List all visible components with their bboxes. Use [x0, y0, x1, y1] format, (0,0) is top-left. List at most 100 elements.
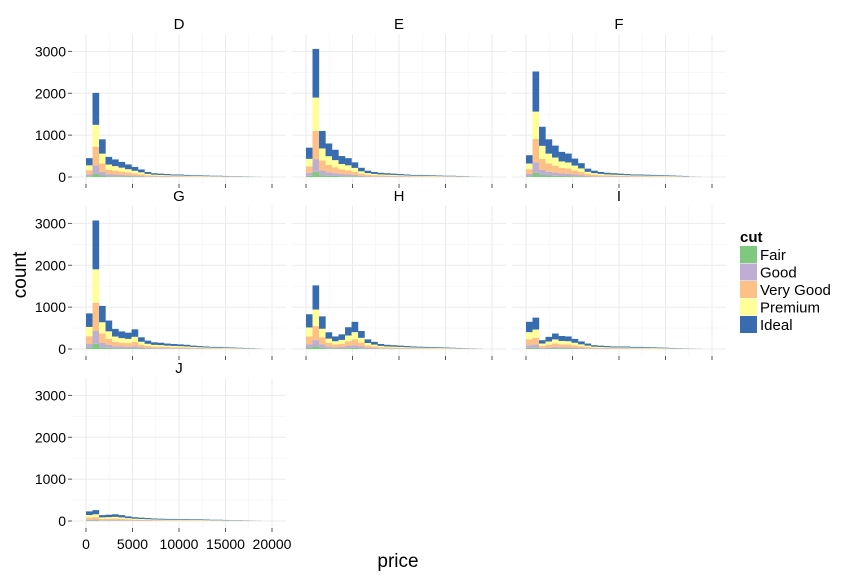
bar-E-bin-3-very-good: [326, 165, 333, 172]
bar-F-bin-3-fair: [546, 175, 553, 177]
bar-E-bin-15-very-good: [404, 176, 411, 177]
bar-G-bin-11-good: [158, 348, 165, 349]
bar-D-bin-14-premium: [177, 175, 184, 176]
bar-I-bin-7-good: [572, 348, 579, 349]
bar-F-bin-0-ideal: [526, 155, 533, 163]
bar-F-bin-0-very-good: [526, 169, 533, 174]
bar-F-bin-4-fair: [552, 176, 559, 177]
bar-E-bin-1-fair: [313, 172, 320, 177]
bar-F-bin-14-premium: [617, 175, 624, 176]
bar-F-bin-11-very-good: [598, 175, 605, 176]
bar-I-bin-13-ideal: [611, 346, 618, 347]
y-tick-label: 3000: [35, 43, 66, 59]
bar-H-bin-17-premium: [417, 348, 424, 349]
bar-E-bin-13-ideal: [391, 174, 398, 175]
bar-G-bin-6-premium: [125, 339, 132, 343]
bar-E-bin-15-ideal: [404, 174, 411, 175]
bar-D-bin-10-ideal: [151, 173, 158, 174]
bar-I-bin-14-very-good: [617, 348, 624, 349]
bar-F-bin-17-very-good: [637, 176, 644, 177]
bar-G-bin-4-ideal: [112, 329, 119, 337]
bar-E-bin-4-ideal: [332, 150, 339, 160]
bar-I-bin-15-very-good: [624, 348, 631, 349]
bar-J-bin-10-ideal: [151, 518, 158, 519]
bar-J-bin-16-ideal: [190, 519, 197, 520]
bar-I-bin-6-very-good: [565, 344, 572, 347]
bar-H-bin-18-ideal: [423, 347, 430, 348]
bar-H-bin-11-very-good: [378, 347, 385, 348]
bar-E-bin-2-ideal: [319, 131, 326, 148]
bar-E-bin-9-good: [365, 176, 372, 177]
bar-E-bin-2-good: [319, 171, 326, 176]
bar-G-bin-13-premium: [171, 346, 178, 347]
bar-F-bin-16-premium: [630, 175, 637, 176]
bar-G-bin-19-ideal: [210, 347, 217, 348]
bar-J-bin-9-premium: [145, 519, 152, 520]
bar-E-bin-7-premium: [352, 168, 359, 172]
bar-I-bin-17-premium: [637, 348, 644, 349]
bar-I-bin-8-premium: [578, 344, 585, 346]
bar-D-bin-5-very-good: [119, 172, 126, 175]
bar-E-bin-8-very-good: [358, 174, 365, 176]
y-tick-label: 1000: [35, 471, 66, 487]
bar-H-bin-7-premium: [352, 332, 359, 339]
bar-D-bin-8-ideal: [138, 169, 145, 172]
bar-F-bin-11-good: [598, 176, 605, 177]
bar-J-bin-4-good: [112, 520, 119, 521]
bar-H-bin-5-very-good: [339, 344, 346, 347]
bar-F-bin-10-premium: [591, 173, 598, 175]
facet-label: H: [394, 188, 405, 205]
bar-G-bin-17-very-good: [197, 348, 204, 349]
bar-G-bin-0-very-good: [86, 336, 93, 344]
bar-I-bin-11-very-good: [598, 348, 605, 349]
bar-E-bin-10-very-good: [371, 175, 378, 176]
bar-E-bin-16-premium: [410, 176, 417, 177]
bar-H-bin-1-fair: [313, 346, 320, 349]
bar-F-bin-15-ideal: [624, 174, 631, 175]
bar-G-bin-1-very-good: [93, 303, 100, 331]
bar-E-bin-6-very-good: [345, 170, 352, 174]
bar-D-bin-3-ideal: [106, 157, 113, 165]
bar-F-bin-6-very-good: [565, 169, 572, 174]
bar-D-bin-6-very-good: [125, 172, 132, 175]
bar-I-bin-17-ideal: [637, 347, 644, 348]
bar-D-bin-3-good: [106, 174, 113, 176]
bar-J-bin-1-very-good: [93, 517, 100, 519]
bar-D-bin-11-ideal: [158, 174, 165, 175]
bar-E-bin-20-ideal: [436, 176, 443, 177]
bar-G-bin-8-very-good: [138, 345, 145, 348]
bar-J-bin-11-ideal: [158, 519, 165, 520]
legend-label: Fair: [760, 247, 786, 264]
bar-I-bin-0-premium: [526, 332, 533, 339]
bar-G-bin-6-very-good: [125, 343, 132, 347]
y-tick-label: 1000: [35, 127, 66, 143]
bar-F-bin-7-fair: [572, 176, 579, 177]
bar-H-bin-10-very-good: [371, 346, 378, 348]
bar-G-bin-0-premium: [86, 327, 93, 336]
bar-J-bin-10-premium: [151, 519, 158, 520]
bar-E-bin-6-fair: [345, 176, 352, 177]
bar-G-bin-7-premium: [132, 337, 139, 342]
bar-D-bin-8-very-good: [138, 174, 145, 176]
bar-F-bin-5-good: [559, 173, 566, 176]
bar-G-bin-11-premium: [158, 345, 165, 347]
y-tick-label: 0: [58, 169, 66, 185]
bar-E-bin-8-good: [358, 176, 365, 177]
bar-H-bin-2-good: [319, 344, 326, 347]
bar-H-bin-8-good: [358, 346, 365, 348]
bar-F-bin-14-very-good: [617, 176, 624, 177]
bar-H-bin-4-fair: [332, 348, 339, 349]
bar-J-bin-5-premium: [119, 517, 126, 519]
bar-D-bin-1-premium: [93, 125, 100, 147]
bar-I-bin-6-good: [565, 347, 572, 348]
bar-D-bin-9-ideal: [145, 172, 152, 174]
bar-J-bin-13-premium: [171, 520, 178, 521]
bar-F-bin-8-good: [578, 175, 585, 176]
facet-panel-H: H: [292, 188, 506, 360]
bar-F-bin-4-ideal: [552, 146, 559, 158]
bar-I-bin-9-good: [585, 348, 592, 349]
bar-I-bin-4-premium: [552, 339, 559, 343]
bar-G-bin-14-very-good: [177, 347, 184, 348]
bar-E-bin-7-fair: [352, 176, 359, 177]
bar-F-bin-21-ideal: [663, 175, 670, 176]
